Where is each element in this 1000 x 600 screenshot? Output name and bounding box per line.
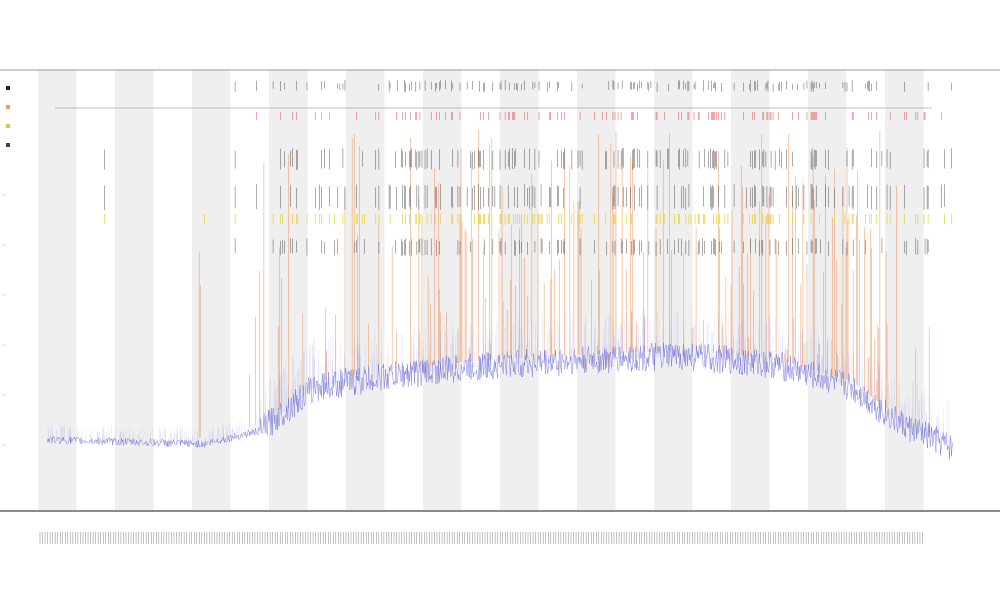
background-band	[115, 70, 154, 510]
background-band	[577, 70, 616, 510]
legend-swatch	[6, 124, 10, 128]
background-band	[885, 70, 924, 510]
background-band	[808, 70, 847, 510]
legend-swatch	[6, 105, 10, 109]
background-band	[654, 70, 693, 510]
legend-swatch	[6, 143, 10, 147]
background-band	[38, 70, 77, 510]
series-line	[46, 342, 954, 460]
background-band	[192, 70, 231, 510]
background-band	[423, 70, 462, 510]
legend-swatch	[6, 86, 10, 90]
